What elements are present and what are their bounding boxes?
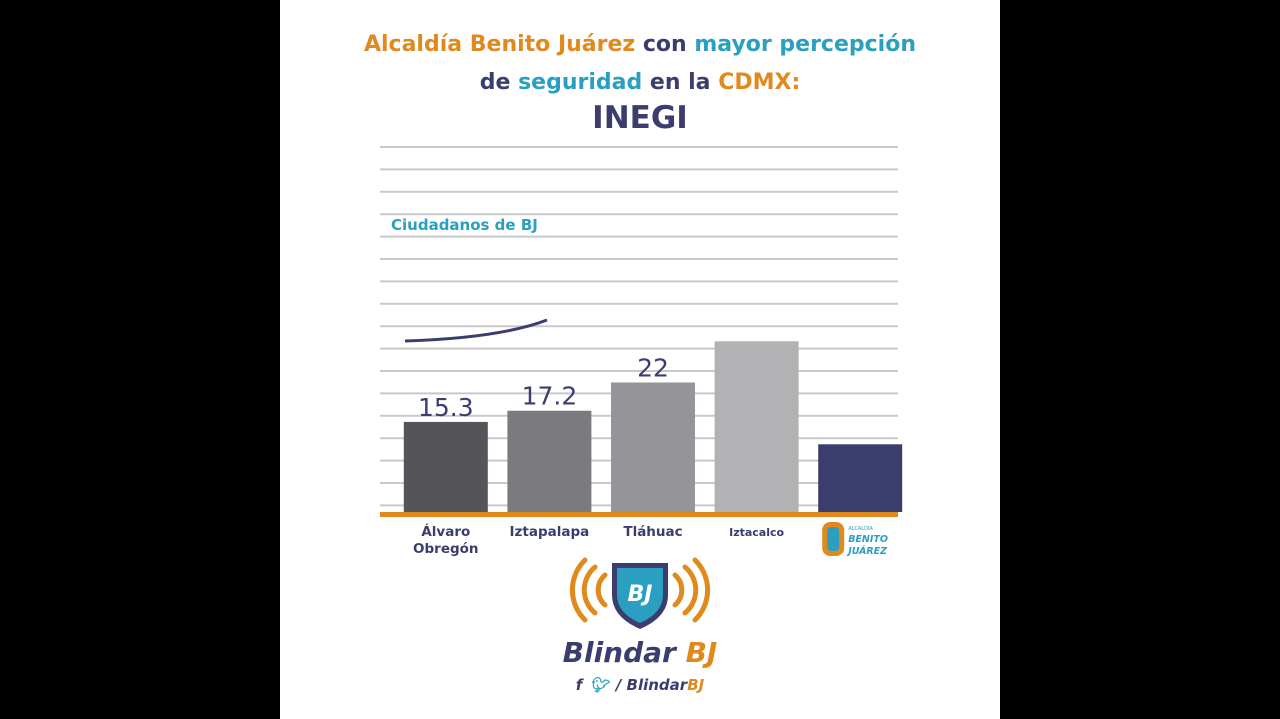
brand-name: Blindar BJ bbox=[280, 636, 1000, 669]
data-label: 15.3 bbox=[418, 393, 474, 422]
data-label: 17.2 bbox=[522, 382, 578, 411]
category-label: JUÁREZ bbox=[846, 545, 888, 557]
twitter-icon: 🐦︎ bbox=[589, 676, 609, 694]
social-handle: f 🐦︎ / BlindarBJ bbox=[280, 676, 1000, 694]
bar bbox=[403, 421, 488, 512]
decorative-curve bbox=[404, 318, 548, 343]
signal-waves-icon bbox=[569, 557, 711, 623]
title-highlight: mayor percepción bbox=[694, 32, 917, 57]
category-label: BENITO bbox=[848, 534, 888, 545]
title-line-2: de seguridad en la CDMX: bbox=[280, 70, 1000, 95]
category-label: Tláhuac bbox=[623, 524, 682, 540]
category-label: Iztapalapa bbox=[510, 524, 590, 540]
brand-name-bj: BJ bbox=[685, 636, 718, 669]
title-de: de bbox=[479, 70, 519, 95]
title-en-la: en la bbox=[642, 70, 719, 95]
shield-badge-text: BJ bbox=[628, 582, 653, 607]
category-label: Obregón bbox=[413, 541, 479, 557]
bar bbox=[818, 444, 903, 512]
bar bbox=[714, 341, 799, 512]
social-handle-bj: BJ bbox=[687, 676, 705, 694]
category-label: Álvaro bbox=[421, 523, 470, 540]
brand-name-blindar: Blindar bbox=[562, 636, 686, 669]
category-label: Iztacalco bbox=[729, 526, 784, 539]
title-source: INEGI bbox=[592, 100, 688, 136]
brand-logo-area: BJ bbox=[569, 557, 711, 629]
social-handle-prefix: / Blindar bbox=[615, 676, 688, 694]
bar bbox=[507, 410, 592, 512]
category-label-small: ALCALDÍA bbox=[848, 525, 873, 532]
title-cdmx: CDMX: bbox=[718, 70, 801, 95]
shield-icon bbox=[612, 563, 668, 629]
benito-juarez-logo-icon-inner bbox=[827, 527, 840, 551]
title-connector: con bbox=[635, 32, 695, 57]
title-benito-juarez: Alcaldía Benito Juárez bbox=[363, 32, 636, 57]
facebook-icon: f bbox=[575, 676, 583, 694]
annotation-label: Ciudadanos de BJ bbox=[391, 216, 538, 234]
bar bbox=[611, 382, 695, 512]
title-seguridad: seguridad bbox=[518, 70, 643, 95]
data-label: 22 bbox=[637, 353, 669, 382]
infographic-panel: Alcaldía Benito Juárez con mayor percepc… bbox=[280, 0, 1000, 719]
x-axis-baseline bbox=[380, 512, 898, 517]
title-line-1: Alcaldía Benito Juárez con mayor percepc… bbox=[280, 32, 1000, 57]
